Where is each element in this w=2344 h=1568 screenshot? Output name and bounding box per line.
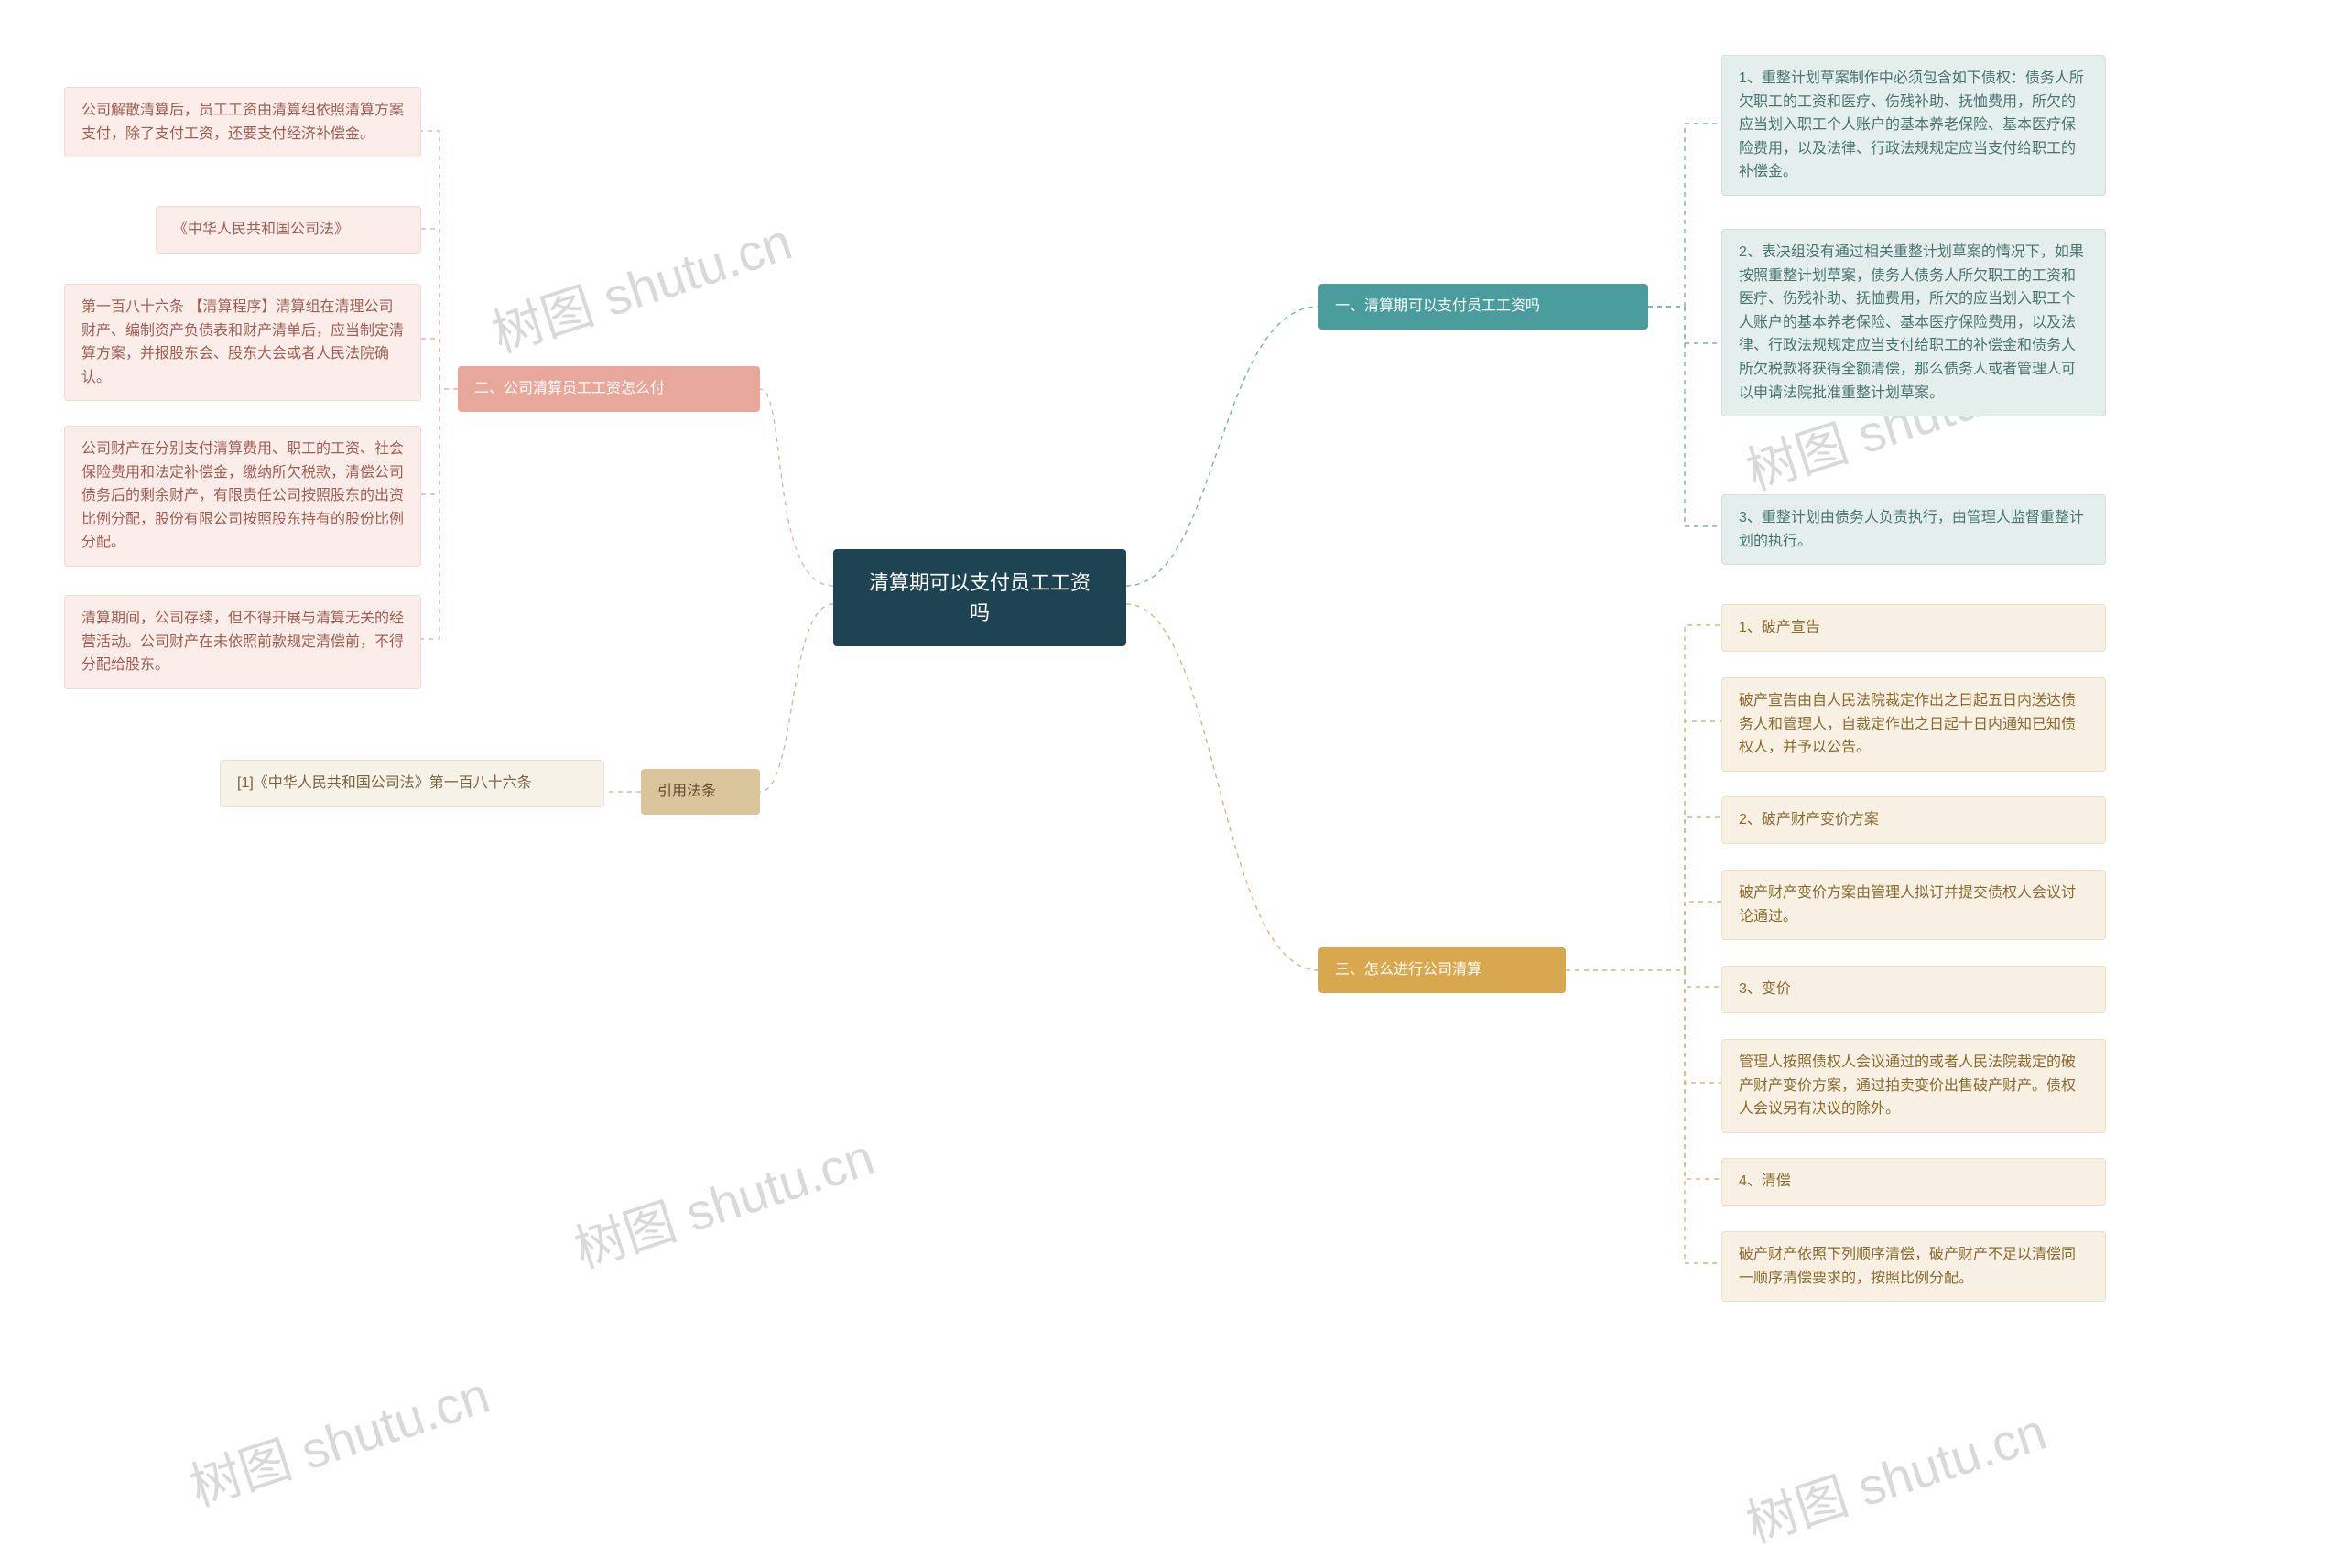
branch-3-leaf-0: 1、破产宣告 <box>1721 604 2106 652</box>
branch-1-leaf-1: 2、表决组没有通过相关重整计划草案的情况下，如果按照重整计划草案，债务人债务人所… <box>1721 229 2106 416</box>
branch-3-leaf-5: 管理人按照债权人会议通过的或者人民法院裁定的破产财产变价方案，通过拍卖变价出售破… <box>1721 1039 2106 1133</box>
watermark: 树图 shutu.cn <box>482 201 800 368</box>
branch-2: 二、公司清算员工工资怎么付 <box>458 366 760 412</box>
branch-1-leaf-0: 1、重整计划草案制作中必须包含如下债权：债务人所欠职工的工资和医疗、伤残补助、抚… <box>1721 55 2106 196</box>
branch-3-leaf-7: 破产财产依照下列顺序清偿，破产财产不足以清偿同一顺序清偿要求的，按照比例分配。 <box>1721 1231 2106 1302</box>
branch-2-leaf-4: 清算期间，公司存续，但不得开展与清算无关的经营活动。公司财产在未依照前款规定清偿… <box>64 595 421 689</box>
branch-4-leaf-0: [1]《中华人民共和国公司法》第一百八十六条 <box>220 760 604 807</box>
branch-2-leaf-0: 公司解散清算后，员工工资由清算组依照清算方案支付，除了支付工资，还要支付经济补偿… <box>64 87 421 157</box>
branch-1: 一、清算期可以支付员工工资吗 <box>1318 284 1648 330</box>
branch-2-leaf-1: 《中华人民共和国公司法》 <box>156 206 421 254</box>
branch-3-leaf-3: 破产财产变价方案由管理人拟订并提交债权人会议讨论通过。 <box>1721 870 2106 940</box>
center-line1: 清算期可以支付员工工资 <box>869 571 1091 594</box>
branch-3-leaf-4: 3、变价 <box>1721 966 2106 1013</box>
watermark: 树图 shutu.cn <box>564 1117 883 1283</box>
branch-4: 引用法条 <box>641 769 760 815</box>
branch-3: 三、怎么进行公司清算 <box>1318 947 1566 993</box>
branch-2-leaf-2: 第一百八十六条 【清算程序】清算组在清理公司财产、编制资产负债表和财产清单后，应… <box>64 284 421 401</box>
branch-3-leaf-1: 破产宣告由自人民法院裁定作出之日起五日内送达债务人和管理人，自裁定作出之日起十日… <box>1721 677 2106 772</box>
center-line2: 吗 <box>970 601 990 624</box>
branch-1-leaf-2: 3、重整计划由债务人负责执行，由管理人监督重整计划的执行。 <box>1721 494 2106 565</box>
branch-2-leaf-3: 公司财产在分别支付清算费用、职工的工资、社会保险费用和法定补偿金，缴纳所欠税款，… <box>64 426 421 567</box>
watermark: 树图 shutu.cn <box>179 1355 498 1521</box>
watermark: 树图 shutu.cn <box>1736 1391 2055 1558</box>
branch-3-leaf-2: 2、破产财产变价方案 <box>1721 796 2106 844</box>
center-node: 清算期可以支付员工工资 吗 <box>833 549 1126 646</box>
branch-3-leaf-6: 4、清偿 <box>1721 1158 2106 1206</box>
